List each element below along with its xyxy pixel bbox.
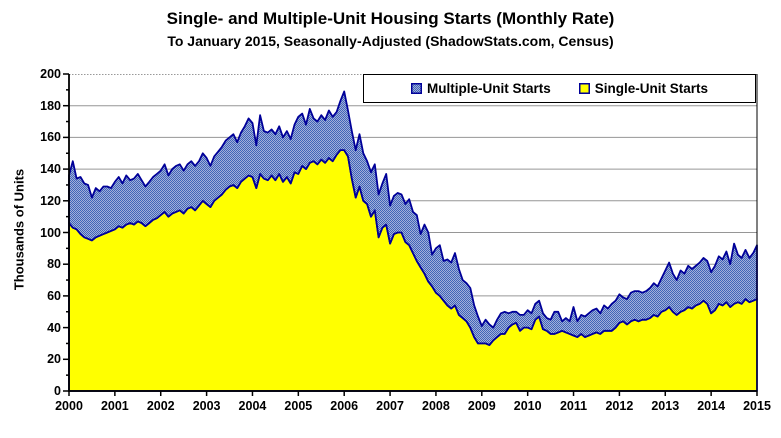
y-tick-label: 120 — [40, 193, 61, 208]
x-tick-label: 2009 — [467, 399, 496, 413]
y-tick-label: 160 — [40, 130, 61, 145]
y-tick-label: 40 — [47, 320, 61, 335]
y-tick-label: 100 — [40, 225, 61, 240]
y-tick-label: 200 — [40, 67, 61, 81]
tick-marks — [63, 73, 758, 396]
x-tick-label: 2004 — [238, 399, 267, 413]
x-tick-label: 2001 — [100, 399, 129, 413]
y-tick-label: 60 — [47, 288, 61, 303]
x-tick-label: 2003 — [192, 399, 221, 413]
x-tick-label: 2005 — [284, 399, 313, 413]
legend-item-single: Single-Unit Starts — [578, 81, 708, 96]
chart-subtitle: To January 2015, Seasonally-Adjusted (Sh… — [167, 33, 614, 49]
x-tick-label: 2013 — [651, 399, 680, 413]
x-tick-label: 2012 — [605, 399, 634, 413]
chart-title: Single- and Multiple-Unit Housing Starts… — [166, 9, 615, 28]
single-unit-swatch-icon — [578, 83, 590, 94]
x-tick-label: 2006 — [330, 399, 359, 413]
legend-label-single: Single-Unit Starts — [594, 81, 708, 96]
multiple-unit-swatch-icon — [410, 83, 422, 94]
y-tick-label: 180 — [40, 98, 61, 113]
x-tick-label: 2007 — [376, 399, 404, 413]
y-tick-label: 140 — [40, 162, 61, 177]
x-tick-label: 2011 — [559, 399, 588, 413]
legend-item-multiple: Multiple-Unit Starts — [410, 81, 551, 96]
stacked-areas — [68, 90, 758, 392]
x-tick-label: 2000 — [55, 399, 83, 413]
y-tick-label: 20 — [47, 352, 61, 367]
x-tick-label: 2008 — [422, 399, 450, 413]
x-tick-label: 2010 — [513, 399, 542, 413]
y-tick-label: 80 — [47, 257, 61, 272]
x-tick-label: 2002 — [146, 399, 175, 413]
y-tick-label: 0 — [54, 384, 61, 398]
x-tick-label: 2015 — [743, 399, 771, 413]
legend-label-multiple: Multiple-Unit Starts — [426, 81, 551, 96]
x-tick-label: 2014 — [697, 399, 726, 413]
legend: Multiple-Unit Starts Single-Unit Starts — [363, 74, 756, 103]
